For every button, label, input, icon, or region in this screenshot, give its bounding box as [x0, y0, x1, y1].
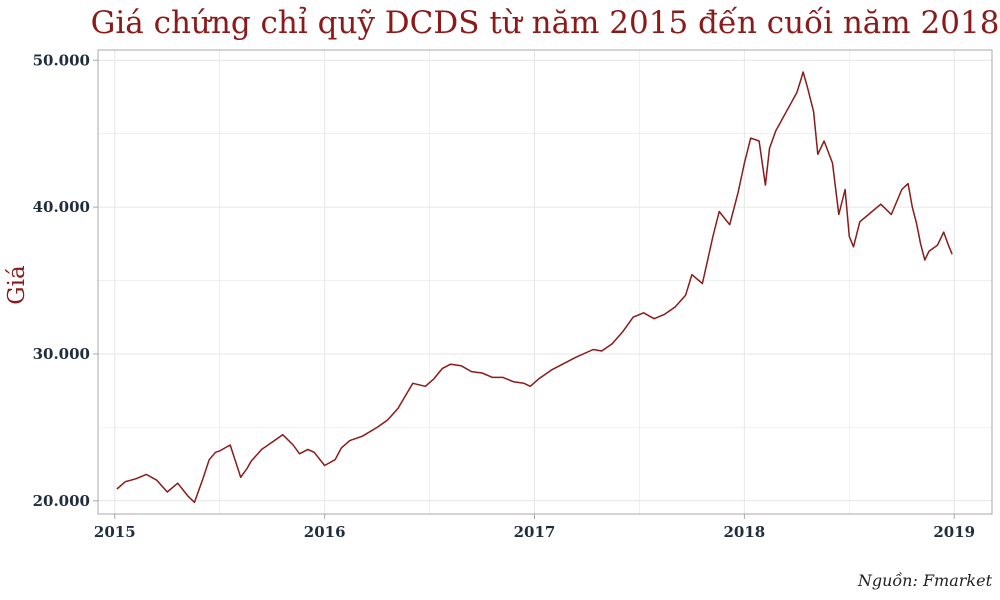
- x-tick-label: 2016: [304, 523, 346, 541]
- x-tick-label: 2015: [94, 523, 136, 541]
- y-tick-label: 20.000: [33, 492, 90, 510]
- x-tick-label: 2018: [723, 523, 765, 541]
- chart-title: Giá chứng chỉ quỹ DCDS từ năm 2015 đến c…: [91, 5, 1000, 41]
- source-note: Nguồn: Fmarket: [857, 571, 993, 590]
- x-tick-label: 2017: [514, 523, 556, 541]
- y-tick-label: 40.000: [33, 198, 90, 216]
- grid: [98, 50, 992, 514]
- x-tick-label: 2019: [933, 523, 975, 541]
- plot-frame: [97, 49, 993, 515]
- price-line: [116, 71, 953, 504]
- y-axis-label: Giá: [4, 265, 30, 305]
- ticks: 20.000 30.000 40.000 50.000 2015 2016 2017 2018…: [33, 51, 976, 541]
- y-tick-label: 50.000: [33, 51, 90, 69]
- y-tick-label: 30.000: [33, 345, 90, 363]
